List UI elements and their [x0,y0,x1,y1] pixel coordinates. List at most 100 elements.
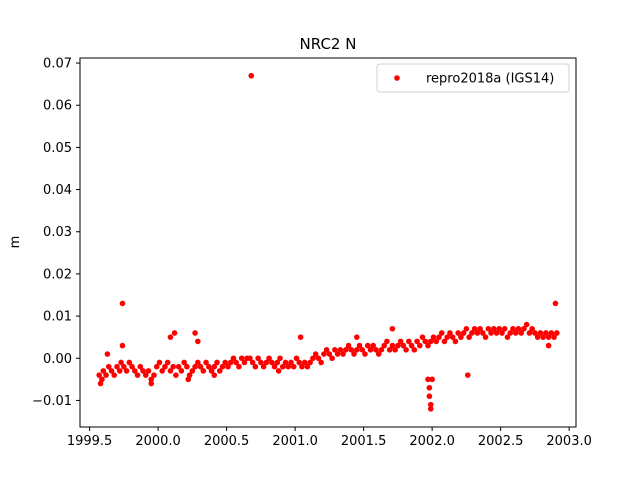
data-point [469,330,475,336]
data-point [111,372,118,378]
plot-border [79,57,577,428]
data-point [345,342,352,349]
data-point [100,368,107,374]
data-point [186,372,193,378]
data-point [241,359,248,366]
x-tick-label: 1999.5 [67,434,113,449]
data-point [200,368,207,374]
y-axis: −0.01 0.00 0.01 0.02 0.03 0.04 0.05 0.06 0.07 [32,57,80,409]
data-point [496,325,503,332]
data-point [114,363,120,370]
data-point [263,359,270,366]
chart-title: NRC2 N [300,35,357,53]
data-point [362,351,368,357]
data-point [185,376,192,383]
data-point [238,355,245,362]
data-point [551,334,557,340]
x-tick-label: 2001.0 [272,434,318,449]
data-point [279,363,286,370]
legend-label: repro2018a (IGS14) [426,72,554,87]
data-point [269,359,275,366]
data-point [534,334,541,340]
y-tick-label: −0.01 [32,394,72,409]
data-point [275,368,282,374]
data-point [119,342,126,349]
data-point [104,351,111,357]
y-tick-label: 0.02 [43,267,72,282]
data-point [452,338,459,345]
data-point [216,368,223,374]
data-point [230,355,237,362]
data-point [482,334,489,340]
data-point [464,372,471,378]
data-point [521,325,527,332]
data-point [427,338,434,345]
y-tick-label: 0.03 [43,225,72,240]
data-point [537,330,544,336]
data-point [460,330,467,336]
data-point [408,342,415,349]
data-point [255,355,261,362]
data-point [480,330,486,336]
data-point [156,359,163,366]
data-point [103,372,109,378]
data-point [145,368,152,374]
data-point [329,355,335,362]
data-point [108,368,115,374]
data-point [140,368,146,374]
data-point [449,334,456,340]
data-point [290,363,297,370]
x-tick-label: 2001.5 [341,434,387,449]
data-point [181,359,187,366]
data-point [441,338,448,345]
data-point [348,347,355,353]
y-tick-label: 0.00 [43,352,72,367]
data-point [225,363,231,370]
data-point [170,363,176,370]
data-point [195,338,201,345]
data-point [96,372,102,378]
data-point [301,359,308,366]
data-point [518,330,524,336]
data-point [315,355,322,362]
data-point [353,334,360,340]
data-point [334,351,341,357]
data-point [406,338,412,345]
data-point [411,347,418,353]
legend-marker [394,75,400,81]
data-point [337,347,344,353]
data-point [321,351,327,357]
data-point [429,376,435,383]
data-point [463,325,470,332]
data-point [99,376,105,383]
data-point [545,342,552,349]
data-point [543,330,549,336]
y-tick-label: 0.04 [43,183,72,198]
data-point [134,372,141,378]
data-point [248,72,255,79]
data-point [153,363,160,370]
data-point [493,330,500,336]
points-layer [96,72,560,412]
data-point [403,347,409,353]
data-point [375,351,382,357]
data-point [458,334,464,340]
data-point [414,338,420,345]
y-tick-label: 0.07 [43,57,72,72]
data-point [436,334,442,340]
data-point [118,359,124,366]
data-point [132,368,138,374]
x-tick-label: 2000.0 [135,434,181,449]
data-point [444,334,451,340]
data-point [512,330,519,336]
data-point [427,406,434,412]
data-point [400,342,407,349]
data-point [119,300,126,307]
data-point [205,363,212,370]
data-point [507,330,514,336]
data-point [540,334,546,340]
data-point [148,376,155,383]
data-point [297,334,304,340]
data-point [116,368,123,374]
data-point [427,401,434,408]
